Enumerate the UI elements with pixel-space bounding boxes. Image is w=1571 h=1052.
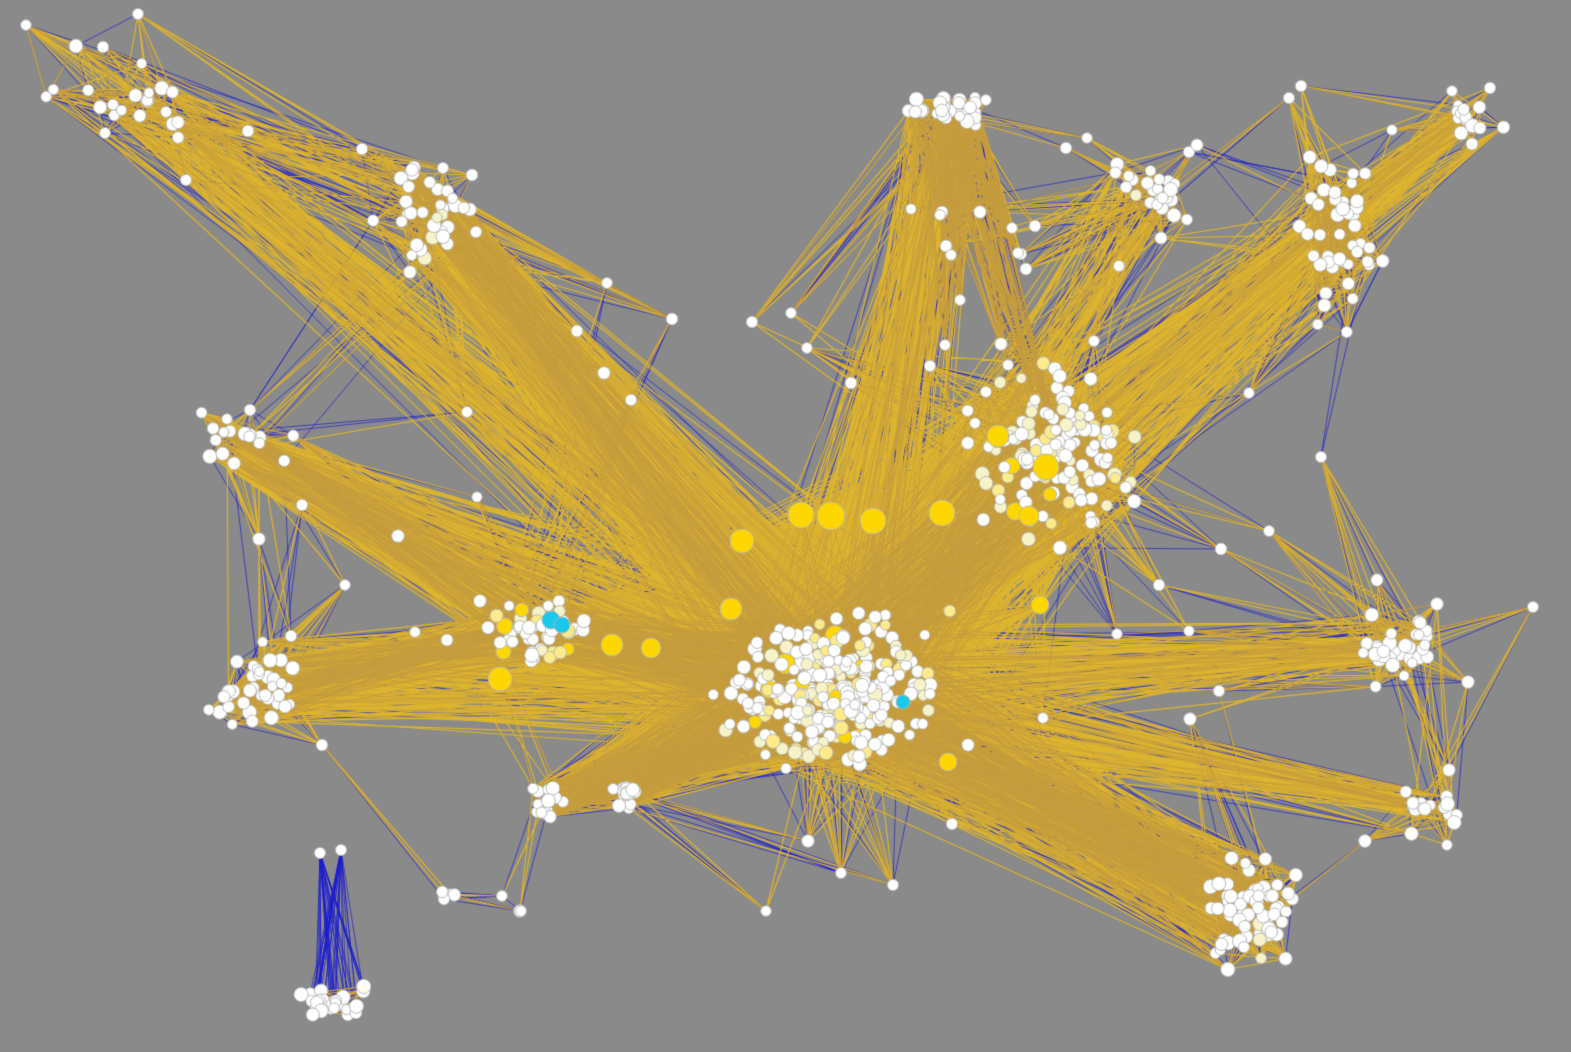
network-graph-canvas[interactable] xyxy=(0,0,1571,1052)
graph-stage xyxy=(0,0,1571,1052)
